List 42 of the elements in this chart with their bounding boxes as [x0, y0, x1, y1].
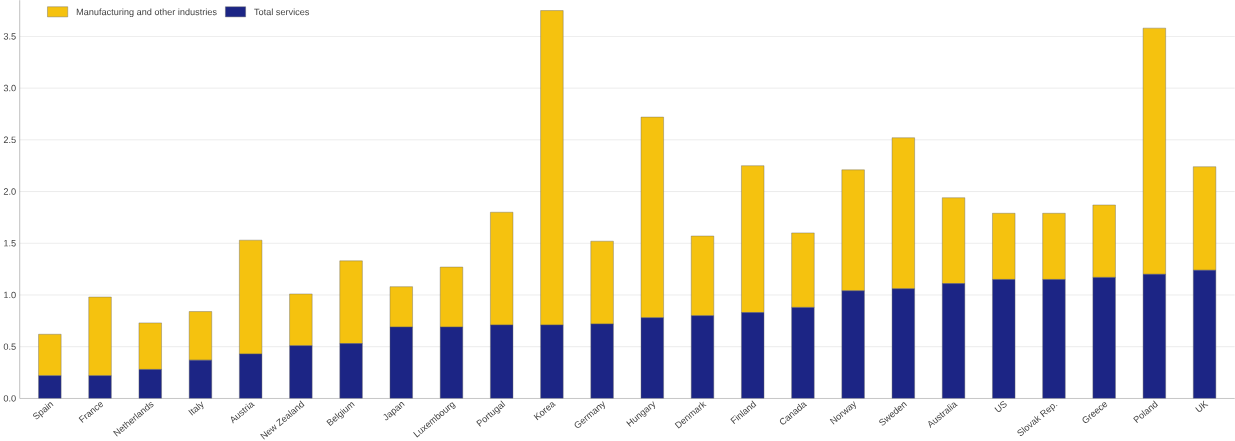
bar: [289, 345, 313, 399]
bar: [641, 317, 664, 399]
y-tick-label: 1.5: [4, 239, 16, 247]
bar: [38, 375, 62, 399]
bar: [590, 323, 614, 399]
bar: [942, 283, 965, 399]
y-tick-label: 1.0: [4, 291, 16, 299]
bar: [88, 375, 112, 399]
x-tick-label: UK: [1195, 400, 1209, 412]
bar: [490, 324, 513, 399]
legend-label: Manufacturing and other industries: [76, 8, 217, 17]
bar: [389, 286, 413, 328]
bar: [289, 293, 313, 346]
y-tick-label: 3.0: [3, 84, 16, 92]
bar: [992, 279, 1016, 399]
bar: [138, 322, 162, 370]
y-tick-label: 0.5: [3, 343, 16, 350]
y-tick-label: 2.5: [3, 136, 16, 143]
bar: [741, 312, 765, 399]
bar: [189, 359, 212, 399]
y-tick-label: 0.0: [3, 394, 16, 402]
bar: [1193, 269, 1217, 399]
bar: [841, 290, 865, 399]
bar: [88, 296, 112, 376]
bar: [1092, 277, 1116, 399]
x-tick-label: US: [994, 401, 1007, 412]
legend-label: Total services: [254, 8, 310, 15]
bar: [791, 307, 815, 399]
bar: [892, 288, 915, 399]
bar: [1143, 274, 1166, 399]
x-tick-label: Italy: [188, 401, 204, 416]
bar: [138, 369, 162, 399]
bar: [339, 343, 363, 399]
y-tick-label: 2.0: [3, 188, 16, 195]
bar: [188, 311, 212, 361]
bar: [1042, 279, 1066, 399]
bar: [691, 315, 714, 399]
bar: [389, 326, 413, 399]
bar: [540, 324, 564, 399]
bar: [440, 326, 463, 399]
bar: [239, 353, 262, 399]
y-tick-label: 3.5: [3, 32, 16, 40]
